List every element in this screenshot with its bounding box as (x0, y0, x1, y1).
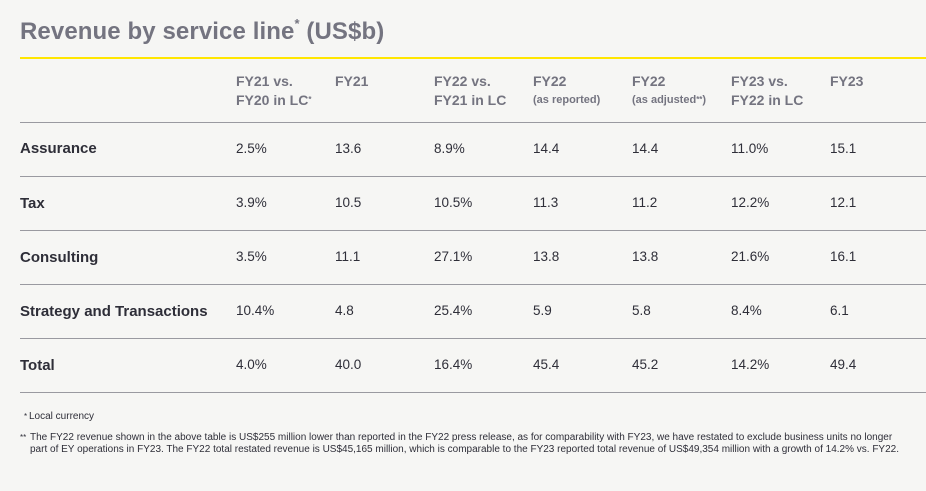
table-cell: 12.1 (830, 195, 857, 210)
footnote-local-currency: * Local currency (24, 411, 94, 423)
header-line2: (as reported) (533, 94, 601, 106)
table-rule (20, 338, 926, 339)
table-cell: 4.0% (236, 357, 267, 372)
column-header-fy21-vs-fy20: FY21 vs. FY20 in LC* (236, 72, 311, 110)
table-cell: 8.9% (434, 141, 465, 156)
header-line1: FY23 vs. (731, 73, 788, 89)
header-line2: FY22 in LC (731, 92, 804, 108)
header-line1: FY22 vs. (434, 73, 491, 89)
table-cell: 16.1 (830, 249, 857, 264)
header-line1: FY21 (335, 73, 369, 89)
row-label: Tax (20, 195, 45, 212)
table-rule (20, 284, 926, 285)
table-cell: 4.8 (335, 303, 354, 318)
table-cell: 2.5% (236, 141, 267, 156)
table-cell: 14.4 (533, 141, 560, 156)
row-label: Total (20, 357, 55, 374)
footnote-text: Local currency (29, 411, 95, 422)
table-cell: 11.3 (533, 195, 559, 210)
table-cell: 25.4% (434, 303, 473, 318)
table-cell: 8.4% (731, 303, 762, 318)
table-rule (20, 392, 926, 393)
table-cell: 16.4% (434, 357, 473, 372)
table-rule (20, 176, 926, 177)
table-cell: 14.4 (632, 141, 659, 156)
table-rule (20, 122, 926, 123)
table-cell: 27.1% (434, 249, 473, 264)
footnote-fy22-restatement: ** The FY22 revenue shown in the above ta… (20, 432, 910, 456)
table-cell: 5.8 (632, 303, 651, 318)
header-line2: (as adjusted**) (632, 94, 707, 106)
table-cell: 11.2 (632, 195, 658, 210)
table-cell: 10.5 (335, 195, 362, 210)
title-unit: (US$b) (299, 18, 385, 45)
table-cell: 40.0 (335, 357, 362, 372)
table-cell: 21.6% (731, 249, 770, 264)
table-cell: 45.4 (533, 357, 560, 372)
header-line2: FY21 in LC (434, 92, 507, 108)
table-cell: 10.4% (236, 303, 275, 318)
header-line1: FY22 (632, 73, 666, 89)
page-title: Revenue by service line* (US$b) (20, 16, 385, 46)
table-cell: 11.1 (335, 249, 361, 264)
table-cell: 3.5% (236, 249, 267, 264)
table-cell: 13.8 (632, 249, 659, 264)
header-line2: FY20 in LC* (236, 92, 312, 108)
row-label: Assurance (20, 140, 97, 157)
table-cell: 12.2% (731, 195, 770, 210)
header-line1: FY23 (830, 73, 864, 89)
table-cell: 6.1 (830, 303, 849, 318)
title-text: Revenue by service line (20, 18, 295, 45)
footnote-marker: * (24, 412, 28, 421)
table-cell: 13.6 (335, 141, 362, 156)
column-header-fy23: FY23 (830, 72, 863, 91)
table-cell: 5.9 (533, 303, 552, 318)
title-footnote-marker: * (294, 16, 300, 31)
table-cell: 15.1 (830, 141, 857, 156)
table-cell: 3.9% (236, 195, 267, 210)
column-header-fy22-vs-fy21: FY22 vs. FY21 in LC (434, 72, 506, 110)
footnote-text: The FY22 revenue shown in the above tabl… (30, 432, 899, 455)
table-cell: 11.0% (731, 141, 769, 156)
table-cell: 49.4 (830, 357, 857, 372)
table-cell: 45.2 (632, 357, 659, 372)
row-label: Consulting (20, 249, 99, 266)
column-header-fy22-reported: FY22 (as reported) (533, 72, 600, 110)
row-label: Strategy and Transactions (20, 303, 208, 320)
table-cell: 10.5% (434, 195, 473, 210)
header-line1: FY22 (533, 73, 567, 89)
footnote-marker: ** (20, 433, 27, 442)
title-accent-rule (20, 57, 926, 59)
table-cell: 13.8 (533, 249, 560, 264)
header-line1: FY21 vs. (236, 73, 293, 89)
table-rule (20, 230, 926, 231)
column-header-fy21: FY21 (335, 72, 368, 91)
column-header-fy23-vs-fy22: FY23 vs. FY22 in LC (731, 72, 803, 110)
table-cell: 14.2% (731, 357, 770, 372)
column-header-fy22-adjusted: FY22 (as adjusted**) (632, 72, 706, 110)
